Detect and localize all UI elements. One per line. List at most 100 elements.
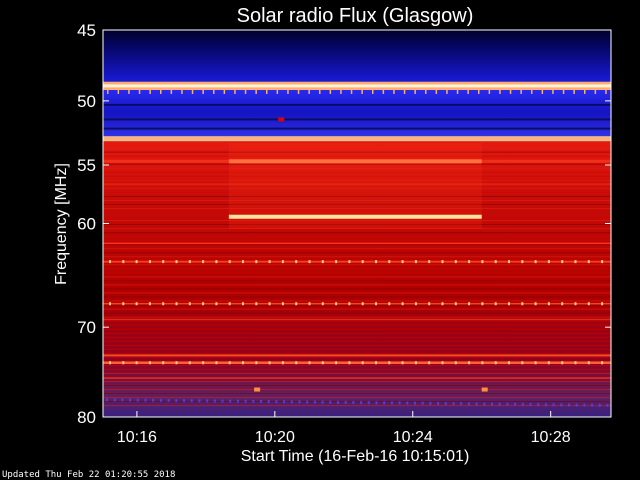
emission-speckle: [521, 302, 524, 306]
texture-line: [103, 352, 611, 354]
texture-line: [103, 393, 611, 395]
x-axis-label: Start Time (16-Feb-16 10:15:01): [241, 448, 470, 465]
emission-speckle: [255, 361, 258, 365]
low-level-speckle: [375, 401, 378, 405]
low-level-speckle: [506, 402, 509, 406]
periodic-spike: [509, 89, 512, 94]
emission-speckle: [441, 260, 444, 264]
emission-speckle: [601, 302, 604, 306]
texture-line: [103, 332, 611, 334]
low-level-speckle: [560, 403, 563, 407]
periodic-spike: [403, 89, 406, 94]
emission-speckle: [135, 361, 138, 365]
emission-band: [103, 377, 611, 379]
texture-line: [103, 272, 611, 274]
emission-speckle: [494, 260, 497, 264]
emission-speckle: [521, 361, 524, 365]
emission-speckle: [308, 302, 311, 306]
emission-band: [103, 361, 611, 364]
low-level-speckle: [544, 403, 547, 407]
texture-line: [103, 212, 611, 214]
emission-speckle: [148, 302, 151, 306]
y-tick-label: 55: [77, 156, 96, 175]
periodic-spike: [488, 89, 491, 94]
periodic-spike: [478, 89, 480, 94]
periodic-spike: [149, 89, 151, 94]
emission-speckle: [175, 361, 178, 365]
emission-speckle: [348, 302, 351, 306]
x-tick-label: 10:28: [531, 429, 571, 446]
texture-line: [103, 368, 611, 370]
periodic-spike: [562, 89, 565, 94]
low-level-speckle: [437, 401, 440, 405]
low-level-speckle: [529, 402, 532, 406]
emission-speckle: [202, 260, 205, 264]
texture-line: [103, 228, 611, 230]
emission-speckle: [547, 361, 550, 365]
emission-speckle: [281, 302, 284, 306]
emission-band: [103, 302, 611, 305]
texture-line: [103, 288, 611, 290]
emission-speckle: [494, 361, 497, 365]
emission-speckle: [561, 302, 564, 306]
emission-speckle: [148, 260, 151, 264]
y-tick-label: 60: [77, 215, 96, 234]
emission-speckle: [468, 361, 471, 365]
emission-band: [103, 260, 611, 263]
low-level-speckle: [383, 401, 386, 405]
texture-line: [103, 171, 611, 173]
emission-speckle: [215, 361, 218, 365]
emission-speckle: [481, 302, 484, 306]
emission-speckle: [574, 302, 577, 306]
low-level-speckle: [321, 400, 324, 404]
texture-line: [103, 179, 611, 181]
artifact: [254, 387, 261, 392]
y-axis: 45 50 55 60 70 80: [77, 21, 611, 427]
emission-speckle: [587, 361, 590, 365]
emission-speckle: [375, 260, 377, 264]
low-level-speckle: [498, 402, 501, 406]
low-level-speckle: [568, 403, 570, 407]
emission-speckle: [414, 302, 417, 306]
emission-speckle: [308, 260, 311, 264]
periodic-spike: [170, 89, 173, 94]
low-level-speckle: [421, 401, 424, 405]
periodic-spike: [329, 89, 332, 94]
low-level-speckle: [183, 399, 185, 403]
periodic-spike: [117, 89, 120, 94]
texture-line: [103, 389, 611, 391]
artifact: [481, 387, 488, 392]
periodic-spike: [520, 89, 522, 94]
texture-line: [103, 296, 611, 298]
periodic-spike: [584, 89, 586, 94]
low-level-speckle: [260, 399, 262, 403]
emission-speckle: [601, 260, 604, 264]
emission-speckle: [534, 260, 537, 264]
periodic-spike: [361, 89, 363, 94]
emission-speckle: [162, 302, 165, 306]
bright-line-2: [103, 136, 611, 141]
emission-speckle: [388, 361, 391, 365]
emission-speckle: [468, 260, 471, 264]
y-tick-label: 70: [77, 318, 96, 337]
low-level-speckle: [521, 402, 524, 406]
emission-speckle: [401, 302, 404, 306]
emission-speckle: [162, 260, 165, 264]
emission-speckle: [109, 302, 111, 306]
bright-line-core: [103, 84, 611, 88]
emission-band: [103, 354, 611, 357]
low-level-speckle: [598, 403, 601, 407]
updated-timestamp: Updated Thu Feb 22 01:20:55 2018: [2, 470, 176, 480]
periodic-spike: [308, 89, 310, 94]
emission-speckle: [454, 361, 457, 365]
emission-speckle: [534, 361, 537, 365]
x-axis: 10:16 10:20 10:24 10:28: [117, 411, 571, 446]
low-level-speckle: [344, 400, 347, 404]
texture-line: [103, 364, 611, 366]
emission-speckle: [202, 361, 205, 365]
low-level-speckle: [121, 398, 124, 402]
emission-speckle: [494, 302, 497, 306]
emission-speckle: [587, 302, 590, 306]
low-level-speckle: [537, 403, 540, 407]
low-level-speckle: [337, 400, 339, 404]
